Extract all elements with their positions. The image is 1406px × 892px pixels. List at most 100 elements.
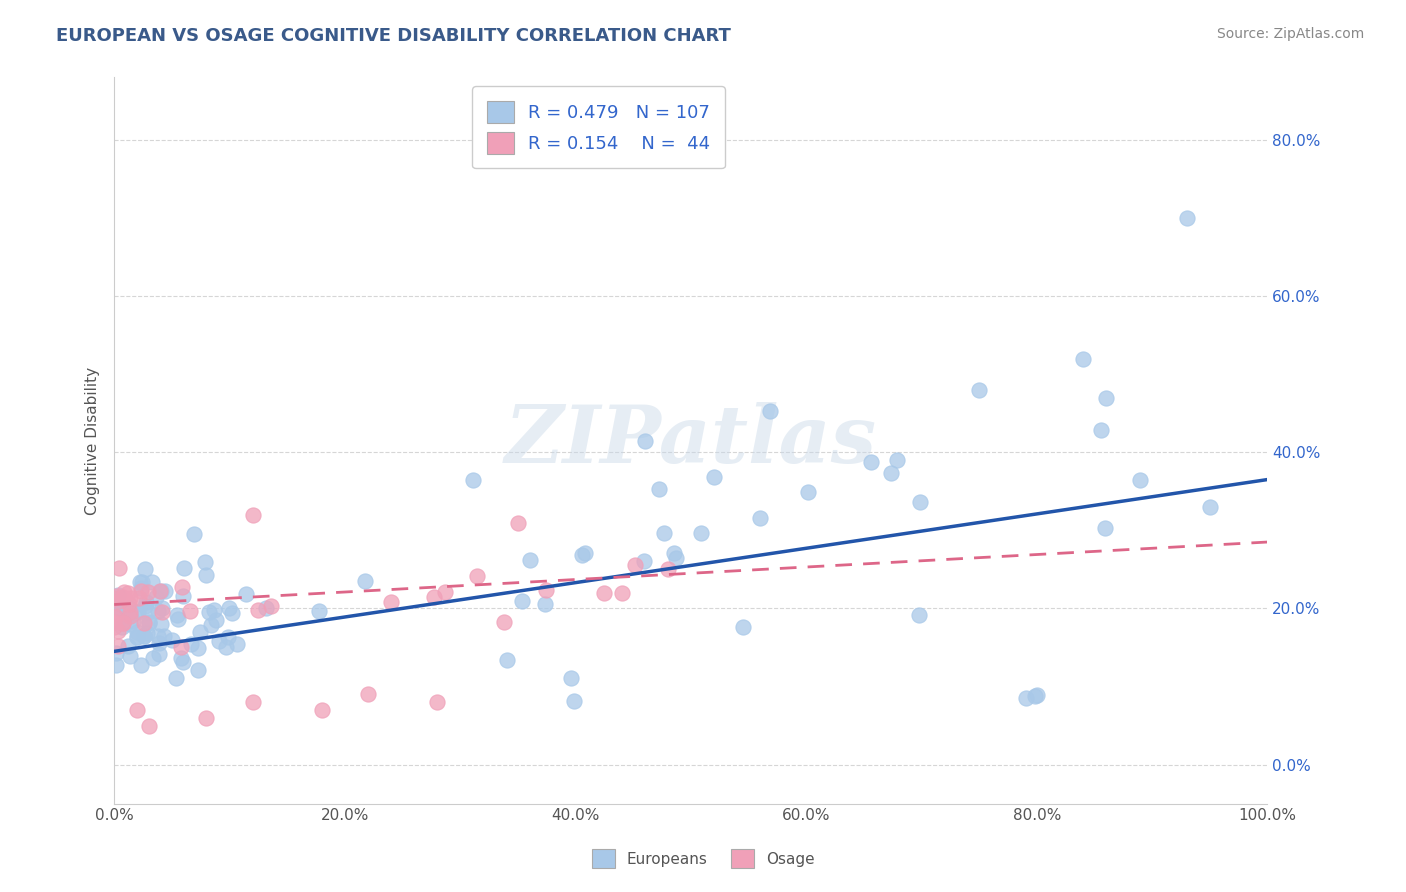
Point (150, 605, 173, 619)
Point (127, 605, 149, 619)
Point (134, 616, 156, 631)
Point (148, 636, 170, 650)
Point (461, 473, 484, 487)
Point (167, 612, 190, 626)
Text: EUROPEAN VS OSAGE COGNITIVE DISABILITY CORRELATION CHART: EUROPEAN VS OSAGE COGNITIVE DISABILITY C… (56, 27, 731, 45)
Point (149, 584, 172, 599)
Point (610, 586, 633, 600)
Point (104, 610, 127, 624)
Point (908, 607, 931, 622)
Point (104, 657, 127, 672)
Point (145, 590, 167, 604)
Legend: Europeans, Osage: Europeans, Osage (583, 841, 823, 875)
Point (117, 639, 139, 653)
Point (311, 703, 333, 717)
Point (208, 634, 231, 648)
Point (1071, 351, 1094, 366)
Point (125, 625, 148, 640)
Point (1094, 521, 1116, 535)
Point (111, 616, 134, 631)
Point (215, 640, 238, 654)
Point (134, 599, 156, 613)
Point (107, 589, 129, 603)
Point (120, 591, 142, 606)
Point (138, 615, 160, 630)
Point (138, 615, 160, 629)
Point (117, 586, 139, 600)
Point (107, 599, 129, 614)
Point (221, 606, 243, 620)
Point (246, 602, 269, 616)
Point (122, 614, 145, 628)
Point (172, 655, 194, 669)
Point (136, 585, 159, 599)
Point (634, 434, 657, 448)
Point (662, 545, 685, 559)
Point (108, 594, 131, 608)
Point (111, 603, 134, 617)
Point (187, 663, 209, 677)
Point (657, 562, 679, 576)
Point (112, 590, 135, 604)
Point (132, 629, 155, 643)
Point (198, 605, 221, 619)
Point (111, 615, 134, 630)
Point (108, 561, 131, 575)
Point (880, 466, 903, 480)
Point (1175, 211, 1198, 225)
Point (142, 650, 165, 665)
Point (380, 595, 402, 609)
Point (118, 601, 141, 615)
Point (131, 584, 153, 599)
Point (103, 619, 125, 633)
Point (141, 574, 163, 589)
Point (202, 603, 225, 617)
Point (519, 553, 541, 567)
Point (1129, 473, 1152, 487)
Point (1015, 690, 1038, 705)
Point (426, 695, 449, 709)
Point (120, 608, 142, 623)
Point (129, 657, 152, 672)
Point (200, 618, 222, 632)
Point (235, 587, 257, 601)
Point (173, 561, 195, 575)
Point (434, 585, 457, 599)
Point (242, 508, 264, 522)
Point (170, 580, 193, 594)
Point (188, 625, 211, 640)
Point (118, 597, 141, 611)
Point (179, 604, 201, 618)
Point (226, 637, 249, 651)
Point (105, 646, 128, 660)
Point (886, 452, 908, 467)
Point (533, 597, 555, 611)
Point (260, 599, 283, 613)
Point (107, 624, 129, 639)
Point (118, 617, 141, 632)
Point (796, 485, 818, 500)
Point (111, 620, 134, 634)
Point (1198, 500, 1220, 514)
Point (183, 527, 205, 541)
Point (689, 525, 711, 540)
Point (128, 591, 150, 606)
Point (1095, 391, 1118, 405)
Point (624, 558, 647, 572)
Point (1090, 423, 1112, 437)
Text: Source: ZipAtlas.com: Source: ZipAtlas.com (1216, 27, 1364, 41)
Point (910, 495, 932, 509)
Point (153, 584, 176, 599)
Point (170, 640, 193, 655)
Point (562, 694, 585, 708)
Point (860, 455, 883, 469)
Point (187, 641, 209, 656)
Point (165, 671, 187, 685)
Point (733, 620, 755, 634)
Point (510, 594, 533, 608)
Point (308, 604, 330, 618)
Point (129, 575, 152, 590)
Point (574, 546, 596, 560)
Point (149, 617, 172, 632)
Text: ZIPatlas: ZIPatlas (505, 401, 877, 479)
